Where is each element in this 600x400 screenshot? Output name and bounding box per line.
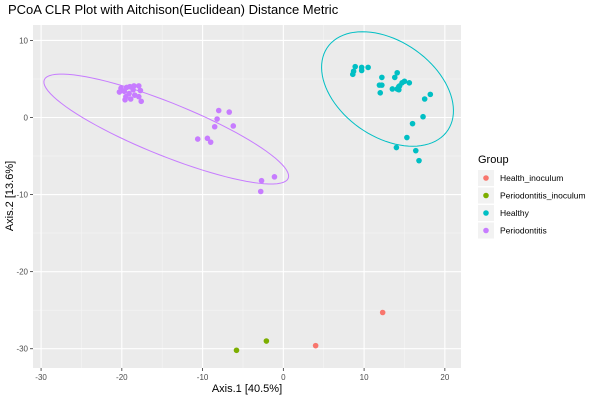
point-periodontitis <box>226 109 233 115</box>
legend-key-health-inoculum <box>483 175 489 181</box>
point-periodontitis <box>207 139 214 145</box>
x-axis-ticks: -30 -20 -10 0 10 20 <box>35 368 450 382</box>
point-healthy <box>379 74 385 81</box>
point-periodontitis <box>135 83 142 89</box>
point-periodontitis <box>215 107 222 114</box>
x-tick-label: -10 <box>197 373 209 382</box>
point-health-inoculum <box>312 342 319 349</box>
point-healthy <box>394 69 401 76</box>
ellipse-periodontitis <box>43 73 290 185</box>
point-healthy <box>401 78 408 85</box>
point-periodontitis <box>258 177 265 184</box>
y-tick-label: 10 <box>19 36 28 45</box>
point-healthy <box>349 71 356 78</box>
legend-key-healthy <box>483 210 489 216</box>
y-axis-ticks: 10 0 -10 -20 -30 <box>16 36 33 354</box>
y-tick-label: 0 <box>24 113 29 122</box>
point-healthy <box>365 64 371 71</box>
point-periodontitis <box>257 188 264 195</box>
point-healthy <box>406 80 413 86</box>
point-healthy <box>416 157 422 164</box>
point-periodontitis <box>138 98 145 105</box>
plot-panel <box>33 25 461 368</box>
point-periodontitis <box>230 123 237 129</box>
point-healthy <box>391 74 398 81</box>
point-healthy <box>379 82 385 88</box>
data-points <box>116 63 434 354</box>
point-periodontitis <box>135 93 142 100</box>
legend-label-healthy: Healthy <box>500 208 530 218</box>
y-tick-label: -10 <box>16 191 28 200</box>
legend-item-periodontitis: Periodontitis <box>478 222 547 239</box>
point-periodontitis <box>211 123 218 130</box>
y-tick-label: -20 <box>16 268 28 277</box>
ellipse-healthy <box>321 31 454 147</box>
x-tick-label: -30 <box>35 373 47 382</box>
chart-title: PCoA CLR Plot with Aitchison(Euclidean) … <box>8 2 339 17</box>
legend-title: Group <box>478 154 509 166</box>
point-periodontitis <box>214 116 220 122</box>
legend-label-periodontitis: Periodontitis <box>500 226 547 236</box>
legend-label-periodontitis-inoculum: Periodontitis_inoculum <box>500 191 586 201</box>
point-healthy <box>352 63 359 70</box>
point-periodontitis <box>122 96 128 103</box>
legend-item-periodontitis-inoculum: Periodontitis_inoculum <box>478 187 586 204</box>
point-periodontitis <box>116 89 123 95</box>
point-healthy <box>427 91 434 98</box>
point-healthy <box>396 86 402 93</box>
legend-item-healthy: Healthy <box>478 205 530 221</box>
point-healthy <box>377 90 384 96</box>
legend-label-health-inoculum: Health_inoculum <box>500 173 563 183</box>
point-healthy <box>409 120 416 127</box>
legend-key-periodontitis-inoculum <box>483 192 489 199</box>
y-axis-title: Axis.2 [13.6%] <box>4 161 16 231</box>
x-tick-label: 10 <box>360 373 369 382</box>
point-periodontitis <box>194 136 201 142</box>
point-periodontitis-inoculum <box>233 347 240 354</box>
point-healthy <box>420 113 426 120</box>
x-tick-label: 0 <box>281 373 286 382</box>
point-healthy <box>389 86 396 92</box>
legend-item-health-inoculum: Health_inoculum <box>478 170 563 186</box>
legend-key-periodontitis <box>483 227 489 234</box>
legend: Group Health_inoculum Periodontitis_inocu… <box>478 154 586 239</box>
point-healthy <box>358 67 365 74</box>
confidence-ellipses <box>43 31 454 185</box>
point-periodontitis-inoculum <box>263 338 270 344</box>
point-healthy <box>421 96 428 102</box>
point-periodontitis <box>137 87 144 94</box>
point-healthy <box>404 134 410 141</box>
point-periodontitis <box>131 83 137 89</box>
point-periodontitis <box>271 174 278 180</box>
point-health-inoculum <box>379 309 386 316</box>
grid-lines <box>33 25 461 368</box>
y-tick-label: -30 <box>16 345 28 354</box>
x-tick-label: -20 <box>116 373 128 382</box>
point-periodontitis <box>204 135 211 142</box>
x-tick-label: 20 <box>440 373 449 382</box>
point-periodontitis <box>127 96 134 102</box>
x-axis-title: Axis.1 [40.5%] <box>212 383 282 395</box>
point-healthy <box>393 144 400 151</box>
point-healthy <box>412 147 419 154</box>
